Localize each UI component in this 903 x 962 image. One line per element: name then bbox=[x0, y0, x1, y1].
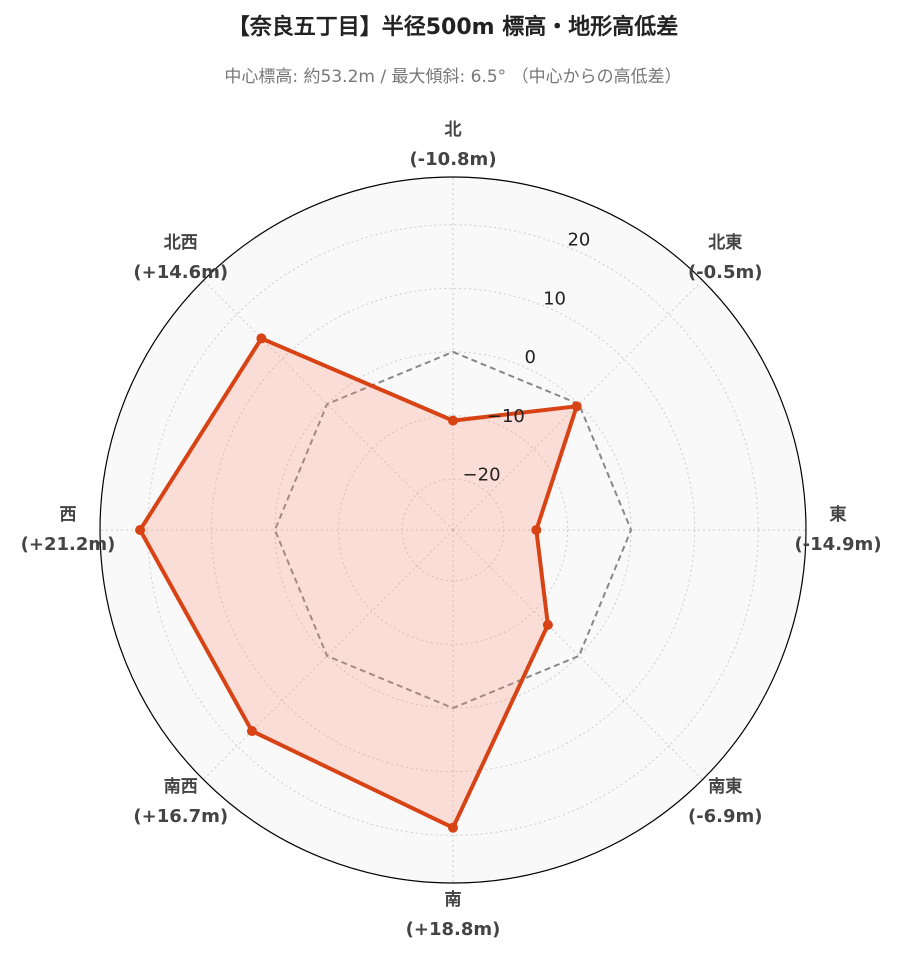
chart-title: 【奈良五丁目】半径500m 標高・地形高低差 bbox=[228, 14, 679, 40]
value-label: (-0.5m) bbox=[688, 262, 763, 283]
category-label: 北西 bbox=[164, 233, 198, 253]
category-label: 東 bbox=[830, 504, 847, 525]
data-point bbox=[135, 525, 146, 535]
grid-spoke bbox=[203, 529, 454, 780]
chart-subtitle: 中心標高: 約53.2m / 最大傾斜: 6.5° （中心からの高低差） bbox=[224, 67, 681, 87]
value-label: (+16.7m) bbox=[133, 806, 228, 827]
data-point bbox=[542, 619, 553, 630]
plot-border bbox=[99, 176, 807, 884]
value-label: (-6.9m) bbox=[688, 806, 763, 827]
r-tick-label: −20 bbox=[463, 465, 501, 486]
r-tick-label: 20 bbox=[567, 230, 590, 251]
data-point bbox=[256, 333, 267, 344]
category-label: 南西 bbox=[164, 776, 198, 797]
category-label: 北東 bbox=[708, 232, 742, 253]
r-tick-label: 0 bbox=[524, 347, 535, 368]
data-point bbox=[246, 726, 257, 737]
value-label: (-14.9m) bbox=[794, 534, 881, 555]
r-tick-label: 10 bbox=[543, 288, 566, 309]
category-label: 南東 bbox=[708, 776, 742, 797]
value-label: (-10.8m) bbox=[409, 149, 496, 170]
value-label: (+21.2m) bbox=[21, 534, 116, 555]
category-label: 南 bbox=[445, 889, 462, 910]
r-tick-label: −10 bbox=[487, 406, 525, 427]
data-point bbox=[531, 525, 542, 535]
grid-spoke bbox=[452, 529, 703, 780]
grid-spoke bbox=[203, 280, 454, 531]
grid-ring bbox=[338, 415, 568, 645]
data-point bbox=[571, 401, 582, 412]
reference-line bbox=[273, 350, 633, 710]
data-point bbox=[448, 415, 458, 426]
data-point bbox=[448, 822, 458, 833]
category-label: 西 bbox=[60, 505, 77, 525]
value-label: (+14.6m) bbox=[133, 262, 228, 283]
category-label: 北 bbox=[445, 120, 462, 140]
value-label: (+18.8m) bbox=[406, 919, 501, 940]
